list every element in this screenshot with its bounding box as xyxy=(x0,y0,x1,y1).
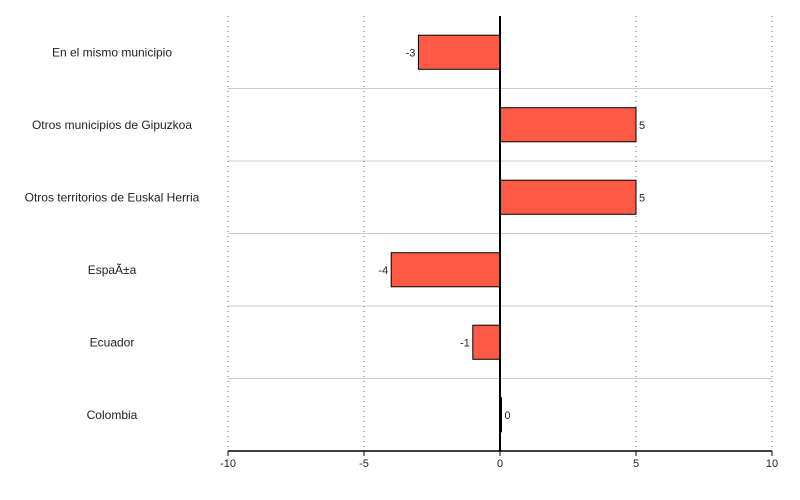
axes xyxy=(227,16,773,456)
data-label: -3 xyxy=(406,47,416,59)
data-label: 0 xyxy=(505,410,511,422)
x-tick-label: -10 xyxy=(220,458,236,470)
category-label: Otros territorios de Euskal Herria xyxy=(25,190,200,204)
labels: En el mismo municipio -3 Otros municipios … xyxy=(25,45,778,470)
data-label: -4 xyxy=(378,265,388,277)
bar xyxy=(499,107,637,143)
category-label: Colombia xyxy=(87,408,138,422)
x-tick-label: 5 xyxy=(633,458,639,470)
x-tick-label: 10 xyxy=(766,458,778,470)
x-tick-label: -5 xyxy=(359,458,369,470)
data-label: 5 xyxy=(639,120,645,132)
data-label: -1 xyxy=(460,337,470,349)
data-label: 5 xyxy=(639,192,645,204)
category-label: Ecuador xyxy=(90,335,135,349)
bar xyxy=(417,34,501,70)
category-label: EspaÃ±a xyxy=(88,263,137,277)
bar xyxy=(390,252,501,288)
x-tick-label: 0 xyxy=(497,458,503,470)
category-label: En el mismo municipio xyxy=(52,45,172,59)
bar xyxy=(472,324,501,360)
bar xyxy=(499,179,637,215)
category-label: Otros municipios de Gipuzkoa xyxy=(32,118,192,132)
